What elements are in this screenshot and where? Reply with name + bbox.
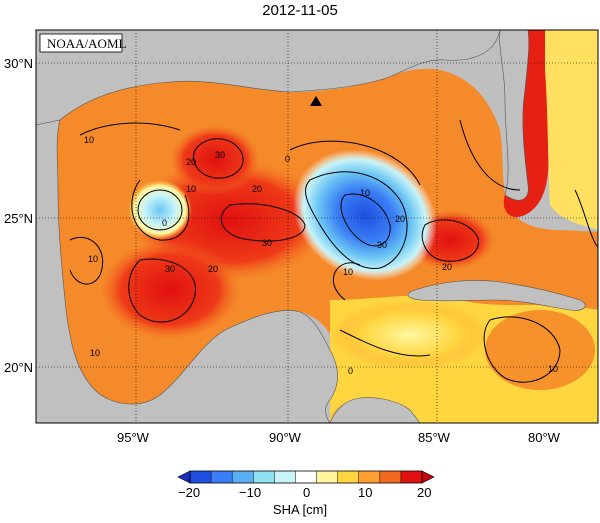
- colorbar-swatch: [358, 471, 381, 483]
- map-title: 2012-11-05: [262, 2, 338, 19]
- colorbar-swatch: [400, 471, 423, 483]
- colorbar-max-arrow: [421, 470, 435, 484]
- colorbar-min-arrow: [177, 470, 191, 484]
- credit-text: NOAA/AOML: [47, 36, 127, 51]
- contour-label: 20: [442, 262, 452, 272]
- neutral-band-yucatan: [330, 300, 490, 370]
- lat-tick-30n: 30°N: [4, 56, 33, 71]
- colorbar-tick: 10: [358, 485, 372, 500]
- contour-label: 30: [377, 240, 387, 250]
- grid-lines: [36, 30, 598, 423]
- contour-label: 10: [360, 188, 370, 198]
- warm-eddy-southwest: [100, 240, 240, 340]
- colorbar-swatch: [379, 471, 402, 483]
- colorbar-swatch: [337, 471, 360, 483]
- colorbar-swatch: [274, 471, 296, 483]
- colorbar-label: SHA [cm]: [272, 502, 328, 517]
- contour-label: 30: [215, 150, 225, 160]
- contour-label: 20: [208, 264, 218, 274]
- warm-eddy-north: [170, 125, 260, 195]
- contour-label: 0: [285, 154, 290, 164]
- buoy-marker-icon: [310, 96, 322, 106]
- contour-label: 10: [88, 254, 98, 264]
- contour-lines: [69, 119, 598, 383]
- colorbar-swatch: [316, 471, 339, 483]
- contour-label: 10: [186, 184, 196, 194]
- contour-label: 10: [90, 348, 100, 358]
- atlantic-field: [545, 30, 598, 230]
- contour-label: 10: [548, 364, 558, 374]
- contour-label: 20: [252, 184, 262, 194]
- cold-eddy-west: [128, 180, 192, 240]
- contour-label: 10: [84, 135, 94, 145]
- colorbar: [177, 470, 435, 484]
- lon-tick-95w: 95°W: [117, 430, 150, 445]
- contour-label: 20: [186, 157, 196, 167]
- contour-label: 30: [165, 264, 175, 274]
- colorbar-swatch: [295, 471, 318, 483]
- contour-label: 0: [162, 218, 167, 228]
- lat-tick-25n: 25°N: [4, 211, 33, 226]
- contour-label: 0: [348, 366, 353, 376]
- lon-tick-90w: 90°W: [269, 430, 302, 445]
- contour-value-labels: 10 20 30 0 10 30 20 30 20 10 0 10 20 30 …: [84, 135, 558, 376]
- colorbar-swatch: [211, 471, 233, 483]
- land-florida: [499, 30, 530, 201]
- colorbar-tick: 0: [303, 485, 310, 500]
- lon-tick-85w: 85°W: [418, 430, 451, 445]
- land-mexico: [36, 119, 338, 423]
- colorbar-ticks: −20 −10 0 10 20: [178, 485, 431, 500]
- contour-label: 10: [343, 267, 353, 277]
- cold-eddy-central: [293, 149, 437, 281]
- contour-label: 20: [395, 214, 405, 224]
- land-caribbean-coast: [329, 397, 421, 423]
- lon-tick-80w: 80°W: [528, 430, 561, 445]
- colorbar-tick: −20: [178, 485, 200, 500]
- colorbar-frame: [189, 470, 423, 484]
- warm-area-cayman: [485, 310, 595, 390]
- lat-tick-20n: 20°N: [4, 360, 33, 375]
- credit-box: [39, 33, 123, 53]
- colorbar-swatch: [190, 471, 212, 483]
- colorbar-tick: −10: [239, 485, 261, 500]
- land-us-coast: [36, 30, 501, 126]
- colorbar-swatch: [232, 471, 254, 483]
- colorbar-tick: 20: [417, 485, 431, 500]
- contour-label: 30: [262, 238, 272, 248]
- colorbar-swatch: [253, 471, 275, 483]
- map-frame: [35, 29, 599, 424]
- land-cuba: [407, 280, 586, 311]
